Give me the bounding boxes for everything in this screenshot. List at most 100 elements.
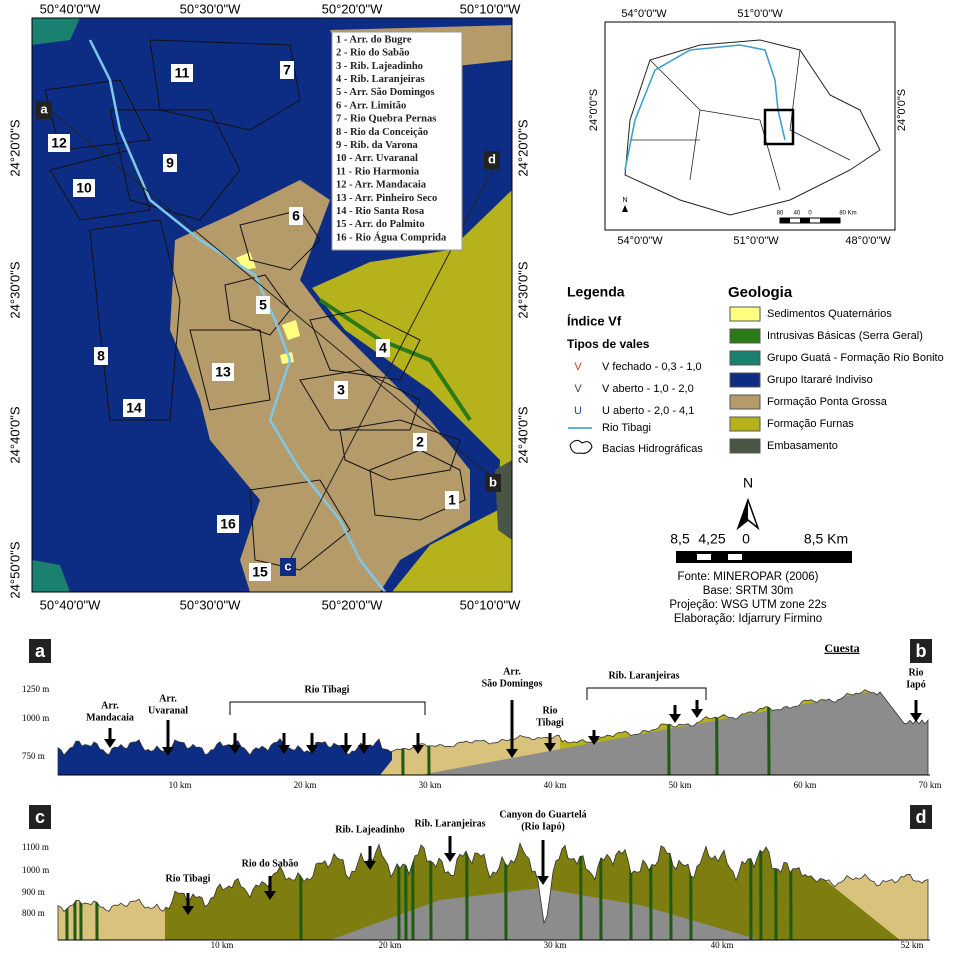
basin-list-item: 9 - Rib. da Varona [336, 140, 419, 151]
geology-swatch [729, 372, 761, 388]
x-label: 60 km [794, 780, 817, 790]
basin-number-box [73, 179, 95, 197]
basin-number: 9 [166, 155, 174, 171]
dike [773, 843, 778, 940]
lon-label: 50°40'0"W [40, 597, 101, 612]
geology-label: Formação Ponta Grossa [767, 396, 888, 408]
arrow-head [306, 745, 318, 754]
credit: Base: SRTM 30m [703, 585, 794, 597]
geology-label: Intrusivas Básicas (Serra Geral) [767, 330, 923, 342]
valley-label: V aberto - 1,0 - 2,0 [602, 383, 694, 395]
legend-subtitle: Índice Vf [567, 313, 622, 328]
basin-list-item: 8 - Rio da Conceição [336, 127, 428, 138]
x-label: 50 km [669, 780, 692, 790]
geology-area [170, 180, 470, 592]
credit: Projeção: WSG UTM zone 22s [669, 599, 826, 611]
geology-title: Geologia [728, 284, 793, 301]
annotation: Arr. [159, 693, 177, 704]
lon-label: 50°10'0"W [460, 1, 521, 16]
dike [668, 843, 673, 940]
basin-number: 12 [51, 135, 67, 151]
geology-swatch [729, 306, 761, 322]
y-label: 800 m [22, 908, 45, 918]
inset-lon-label: 54°0'0"W [617, 235, 663, 247]
inset-scale-label: 80 [777, 211, 784, 217]
basin-number: 14 [126, 400, 142, 416]
state-outline [624, 39, 881, 216]
inset-lon-label: 48°0'0"W [845, 235, 891, 247]
dike [748, 843, 753, 940]
valley-symbol: U [574, 405, 582, 417]
dike [666, 689, 671, 775]
dike [628, 843, 633, 940]
scale-label: 8,5 [670, 531, 690, 547]
annotation: Uvaranal [148, 705, 188, 716]
inset-lat-label: 24°0'0"S [588, 89, 600, 131]
annotation: (Rio Iapó) [521, 821, 565, 832]
geology-patch [32, 18, 80, 45]
dike [788, 843, 793, 940]
north-arrow [738, 500, 748, 528]
basin-list-item: 1 - Arr. do Bugre [336, 34, 412, 45]
dike [688, 843, 693, 940]
arrow-head [910, 713, 922, 722]
legend-subtitle: Tipos de vales [567, 337, 650, 351]
basin-number: 15 [252, 564, 268, 580]
geology-label: Formação Furnas [767, 418, 854, 430]
map-frame [31, 17, 513, 593]
profile-point: b [489, 474, 497, 489]
bracket [586, 687, 707, 700]
arrow-head [229, 745, 241, 754]
dike [648, 843, 653, 940]
lat-label: 24°50'0"S [7, 541, 22, 598]
scale-graphics [676, 497, 852, 563]
lat-label: 24°30'0"S [7, 261, 22, 318]
basin-number-box [280, 61, 294, 79]
geology-swatch [729, 350, 761, 366]
basin-number: 13 [215, 364, 231, 380]
scale-bar [728, 554, 742, 560]
basin-list-item: 2 - Rio do Sabão [336, 48, 410, 59]
basin-list-item: 14 - Rio Santa Rosa [336, 206, 425, 217]
basin-number: 10 [76, 180, 92, 196]
geology-area [312, 190, 512, 592]
bracket [229, 701, 426, 715]
arrow-head [264, 891, 276, 900]
dike [428, 843, 433, 940]
inset-north-arrow [622, 205, 628, 212]
x-label: 40 km [544, 780, 567, 790]
profile-point: d [488, 151, 496, 166]
basin-list-item: 16 - Rio Água Comprida [336, 231, 447, 243]
inset-north: N [622, 197, 627, 204]
geology-patch [32, 560, 70, 592]
basin-number-box [445, 491, 459, 509]
dike [578, 843, 583, 940]
basin-number: 7 [283, 62, 291, 78]
lat-label: 24°20'0"S [7, 119, 22, 176]
basin-number: 16 [220, 516, 236, 532]
annotation: Arr. [101, 700, 119, 711]
profile-point-box [484, 151, 500, 169]
basin-list-item: 11 - Rio Harmonia [336, 166, 420, 177]
annotation: Rio [909, 667, 924, 678]
x-label: 30 km [544, 940, 567, 950]
basin-list-item: 10 - Arr. Uvaranal [336, 153, 418, 164]
basin-list-item: 5 - Arr. São Domingos [336, 87, 435, 98]
dike [758, 843, 763, 940]
dike [410, 843, 415, 940]
basin-number: 11 [175, 65, 190, 81]
geology-swatch [729, 328, 761, 344]
basin-number: 1 [448, 492, 456, 508]
geology-swatch [729, 394, 761, 410]
profile-end-label: d [916, 807, 927, 827]
y-label: 1000 m [22, 865, 49, 875]
basin-list-item: 4 - Rib. Laranjeiras [336, 74, 425, 85]
inset-map [604, 21, 896, 231]
dike [714, 689, 719, 775]
basin-number: 2 [416, 434, 424, 450]
geology-swatch [729, 416, 761, 432]
annotation: São Domingos [482, 678, 543, 689]
inset-lon-label: 51°0'0"W [733, 235, 779, 247]
inset-lon-label: 54°0'0"W [621, 8, 667, 20]
study-area [763, 108, 795, 146]
